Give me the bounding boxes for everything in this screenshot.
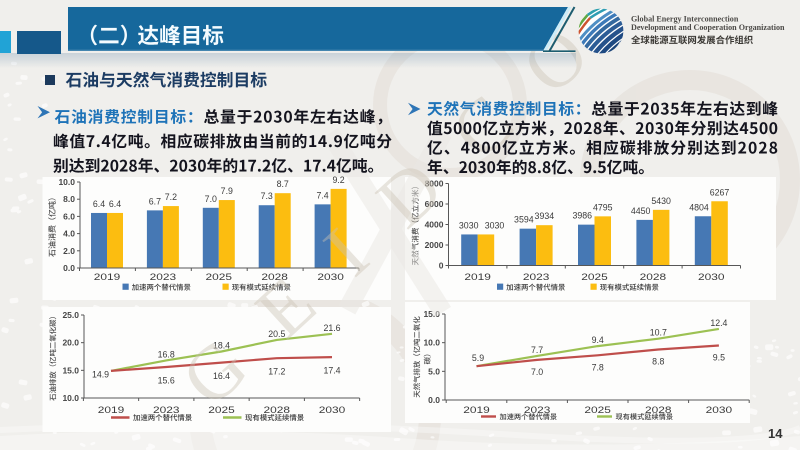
svg-text:2019: 2019 [94, 272, 121, 283]
svg-text:Development and Cooperation Or: Development and Cooperation Organization [631, 23, 785, 32]
svg-text:6.4: 6.4 [93, 199, 105, 209]
svg-text:7.0: 7.0 [531, 367, 543, 377]
svg-text:2028: 2028 [261, 272, 288, 283]
svg-text:2.0: 2.0 [63, 246, 75, 256]
svg-text:3986: 3986 [572, 211, 592, 221]
svg-text:9.5: 9.5 [713, 353, 725, 363]
svg-text:10.7: 10.7 [650, 328, 667, 338]
svg-text:6.0: 6.0 [63, 211, 75, 221]
svg-text:6.7: 6.7 [149, 196, 161, 206]
svg-text:14: 14 [768, 426, 783, 441]
svg-text:4000: 4000 [425, 220, 444, 230]
svg-text:2025: 2025 [581, 272, 608, 283]
svg-text:9.4: 9.4 [592, 335, 604, 345]
svg-text:2028: 2028 [264, 405, 291, 416]
svg-text:2023: 2023 [524, 405, 551, 416]
svg-text:5430: 5430 [651, 196, 671, 206]
svg-text:3594: 3594 [514, 215, 534, 225]
svg-text:2023: 2023 [153, 405, 180, 416]
svg-text:8000: 8000 [425, 179, 444, 189]
svg-text:2023: 2023 [150, 272, 177, 283]
svg-text:7.4: 7.4 [316, 190, 328, 200]
svg-text:10.0: 10.0 [62, 393, 79, 403]
svg-text:17.4: 17.4 [323, 366, 340, 376]
svg-text:2019: 2019 [98, 405, 125, 416]
svg-text:2025: 2025 [584, 405, 611, 416]
svg-text:2030: 2030 [698, 272, 725, 283]
svg-text:17.2: 17.2 [268, 367, 285, 377]
svg-text:2028: 2028 [640, 272, 667, 283]
svg-text:16.8: 16.8 [158, 349, 175, 359]
svg-text:0: 0 [439, 261, 444, 271]
svg-text:3934: 3934 [535, 211, 555, 221]
svg-text:15.0: 15.0 [62, 365, 79, 375]
svg-text:5.9: 5.9 [472, 353, 484, 363]
svg-text:25.0: 25.0 [62, 310, 79, 320]
svg-text:7.8: 7.8 [592, 362, 604, 372]
svg-text:2030: 2030 [317, 272, 344, 283]
svg-text:18.4: 18.4 [213, 341, 230, 351]
svg-text:2030: 2030 [706, 405, 733, 416]
svg-text:12.4: 12.4 [710, 318, 727, 328]
svg-text:2019: 2019 [463, 405, 490, 416]
svg-text:0.0: 0.0 [63, 263, 75, 273]
svg-text:4450: 4450 [631, 206, 651, 216]
svg-text:8.8: 8.8 [652, 357, 664, 367]
svg-text:9.2: 9.2 [332, 175, 344, 185]
svg-text:20.5: 20.5 [268, 329, 285, 339]
svg-text:6000: 6000 [425, 199, 444, 209]
svg-text:2025: 2025 [208, 405, 235, 416]
svg-text:15.6: 15.6 [158, 376, 175, 386]
svg-text:2000: 2000 [425, 240, 444, 250]
svg-text:10.0: 10.0 [58, 177, 75, 187]
svg-text:7.0: 7.0 [205, 194, 217, 204]
svg-text:2019: 2019 [464, 272, 491, 283]
svg-text:8.0: 8.0 [63, 194, 75, 204]
svg-text:20.0: 20.0 [62, 338, 79, 348]
svg-text:3030: 3030 [485, 220, 505, 230]
svg-text:6.4: 6.4 [109, 199, 121, 209]
svg-text:Global Energy Interconnection: Global Energy Interconnection [631, 15, 739, 24]
svg-text:7.9: 7.9 [221, 186, 233, 196]
svg-text:16.4: 16.4 [213, 371, 230, 381]
svg-text:0.0: 0.0 [428, 395, 440, 405]
svg-text:7.7: 7.7 [531, 345, 543, 355]
svg-text:2025: 2025 [206, 272, 233, 283]
svg-text:4795: 4795 [593, 202, 613, 212]
svg-text:14.9: 14.9 [92, 370, 109, 380]
svg-text:8.7: 8.7 [277, 179, 289, 189]
svg-text:6267: 6267 [710, 187, 730, 197]
svg-text:5.0: 5.0 [428, 366, 440, 376]
svg-text:15.0: 15.0 [423, 309, 440, 319]
svg-text:10.0: 10.0 [423, 338, 440, 348]
svg-text:4804: 4804 [689, 202, 709, 212]
svg-text:2028: 2028 [645, 405, 672, 416]
svg-text:2023: 2023 [523, 272, 550, 283]
svg-text:21.6: 21.6 [323, 323, 340, 333]
svg-text:3030: 3030 [459, 220, 479, 230]
svg-text:7.3: 7.3 [261, 191, 273, 201]
svg-text:4.0: 4.0 [63, 229, 75, 239]
svg-text:2030: 2030 [319, 405, 346, 416]
svg-text:7.2: 7.2 [165, 192, 177, 202]
